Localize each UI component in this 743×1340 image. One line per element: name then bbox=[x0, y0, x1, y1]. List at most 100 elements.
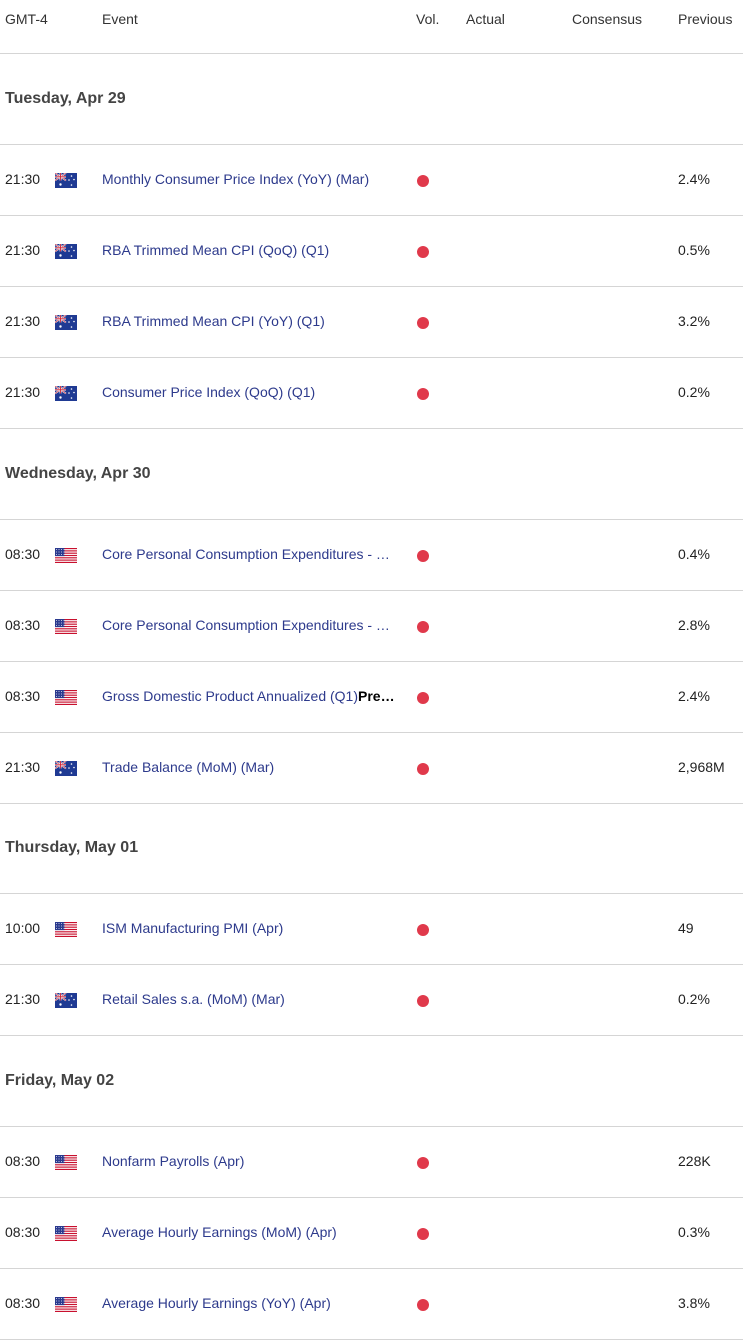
high-volatility-icon bbox=[417, 924, 429, 936]
event-name-text: Core Personal Consumption Expenditures -… bbox=[102, 546, 390, 562]
event-name[interactable]: ISM Manufacturing PMI (Apr) bbox=[102, 920, 416, 936]
high-volatility-icon bbox=[417, 692, 429, 704]
event-name[interactable]: Average Hourly Earnings (MoM) (Apr) bbox=[102, 1224, 416, 1240]
event-name-text: Retail Sales s.a. (MoM) (Mar) bbox=[102, 991, 285, 1007]
previous-value: 49 bbox=[678, 920, 694, 936]
high-volatility-icon bbox=[417, 246, 429, 258]
day-header: Tuesday, Apr 29 bbox=[0, 54, 743, 145]
event-name[interactable]: Trade Balance (MoM) (Mar) bbox=[102, 759, 416, 775]
timezone-header[interactable]: GMT-4 bbox=[5, 11, 48, 27]
event-name-text: Core Personal Consumption Expenditures -… bbox=[102, 617, 390, 633]
event-name[interactable]: RBA Trimmed Mean CPI (QoQ) (Q1) bbox=[102, 242, 416, 258]
previous-value: 2,968M bbox=[678, 759, 725, 775]
previous-value: 0.3% bbox=[678, 1224, 710, 1240]
event-name-text: RBA Trimmed Mean CPI (YoY) (Q1) bbox=[102, 313, 325, 329]
table-header: GMT-4 Event Vol. Actual Consensus Previo… bbox=[0, 0, 743, 54]
event-name-suffix: Pre… bbox=[358, 688, 395, 704]
high-volatility-icon bbox=[417, 1228, 429, 1240]
event-time: 10:00 bbox=[5, 920, 41, 936]
event-name[interactable]: Core Personal Consumption Expenditures -… bbox=[102, 617, 416, 633]
event-name-text: Nonfarm Payrolls (Apr) bbox=[102, 1153, 245, 1169]
event-name-text: Average Hourly Earnings (MoM) (Apr) bbox=[102, 1224, 337, 1240]
event-name[interactable]: Nonfarm Payrolls (Apr) bbox=[102, 1153, 416, 1169]
event-time: 08:30 bbox=[5, 1295, 41, 1311]
high-volatility-icon bbox=[417, 317, 429, 329]
high-volatility-icon bbox=[417, 550, 429, 562]
day-label: Thursday, May 01 bbox=[5, 838, 139, 856]
previous-value: 3.2% bbox=[678, 313, 710, 329]
previous-value: 3.8% bbox=[678, 1295, 710, 1311]
event-row[interactable]: 08:30 Gross Domestic Product Annualized (… bbox=[0, 662, 743, 733]
event-time: 08:30 bbox=[5, 688, 41, 704]
previous-value: 2.4% bbox=[678, 171, 710, 187]
event-row[interactable]: 21:30 RBA Trimmed Mean CPI (QoQ) (Q1) 0.5% bbox=[0, 216, 743, 287]
volatility-column-header: Vol. bbox=[416, 11, 440, 27]
event-name-text: Monthly Consumer Price Index (YoY) (Mar) bbox=[102, 171, 370, 187]
previous-value: 0.2% bbox=[678, 384, 710, 400]
australia-flag-icon bbox=[55, 386, 77, 401]
high-volatility-icon bbox=[417, 1157, 429, 1169]
event-row[interactable]: 21:30 Retail Sales s.a. (MoM) (Mar) 0.2% bbox=[0, 965, 743, 1036]
previous-column-header: Previous bbox=[678, 11, 733, 27]
event-row[interactable]: 08:30 Core Personal Consumption Expenditu… bbox=[0, 591, 743, 662]
event-name-text: Gross Domestic Product Annualized (Q1) bbox=[102, 688, 358, 704]
australia-flag-icon bbox=[55, 761, 77, 776]
us-flag-icon bbox=[55, 922, 77, 937]
event-name-text: RBA Trimmed Mean CPI (QoQ) (Q1) bbox=[102, 242, 330, 258]
event-name-text: Trade Balance (MoM) (Mar) bbox=[102, 759, 275, 775]
high-volatility-icon bbox=[417, 995, 429, 1007]
us-flag-icon bbox=[55, 1226, 77, 1241]
event-row[interactable]: 08:30 Average Hourly Earnings (YoY) (Apr)… bbox=[0, 1269, 743, 1340]
high-volatility-icon bbox=[417, 1299, 429, 1311]
high-volatility-icon bbox=[417, 388, 429, 400]
event-name[interactable]: Consumer Price Index (QoQ) (Q1) bbox=[102, 384, 416, 400]
event-time: 21:30 bbox=[5, 313, 41, 329]
event-time: 21:30 bbox=[5, 171, 41, 187]
event-row[interactable]: 08:30 Average Hourly Earnings (MoM) (Apr)… bbox=[0, 1198, 743, 1269]
event-name[interactable]: Average Hourly Earnings (YoY) (Apr) bbox=[102, 1295, 416, 1311]
event-name[interactable]: Retail Sales s.a. (MoM) (Mar) bbox=[102, 991, 416, 1007]
event-name-text: Average Hourly Earnings (YoY) (Apr) bbox=[102, 1295, 331, 1311]
event-name[interactable]: Core Personal Consumption Expenditures -… bbox=[102, 546, 416, 562]
previous-value: 0.4% bbox=[678, 546, 710, 562]
us-flag-icon bbox=[55, 619, 77, 634]
day-label: Wednesday, Apr 30 bbox=[5, 464, 151, 482]
event-time: 08:30 bbox=[5, 546, 41, 562]
event-time: 08:30 bbox=[5, 1153, 41, 1169]
day-header: Wednesday, Apr 30 bbox=[0, 429, 743, 520]
previous-value: 2.4% bbox=[678, 688, 710, 704]
event-time: 08:30 bbox=[5, 1224, 41, 1240]
high-volatility-icon bbox=[417, 763, 429, 775]
previous-value: 228K bbox=[678, 1153, 711, 1169]
us-flag-icon bbox=[55, 548, 77, 563]
event-row[interactable]: 21:30 RBA Trimmed Mean CPI (YoY) (Q1) 3.2% bbox=[0, 287, 743, 358]
event-name[interactable]: Gross Domestic Product Annualized (Q1)Pr… bbox=[102, 688, 416, 704]
us-flag-icon bbox=[55, 1297, 77, 1312]
australia-flag-icon bbox=[55, 993, 77, 1008]
actual-column-header: Actual bbox=[466, 11, 505, 27]
consensus-column-header: Consensus bbox=[572, 11, 643, 27]
previous-value: 2.8% bbox=[678, 617, 710, 633]
day-label: Tuesday, Apr 29 bbox=[5, 89, 126, 107]
event-time: 08:30 bbox=[5, 617, 41, 633]
previous-value: 0.5% bbox=[678, 242, 710, 258]
event-name[interactable]: Monthly Consumer Price Index (YoY) (Mar) bbox=[102, 171, 416, 187]
event-name-text: ISM Manufacturing PMI (Apr) bbox=[102, 920, 284, 936]
event-name[interactable]: RBA Trimmed Mean CPI (YoY) (Q1) bbox=[102, 313, 416, 329]
event-row[interactable]: 10:00 ISM Manufacturing PMI (Apr) 49 bbox=[0, 894, 743, 965]
event-time: 21:30 bbox=[5, 991, 41, 1007]
event-row[interactable]: 21:30 Trade Balance (MoM) (Mar) 2,968M bbox=[0, 733, 743, 804]
australia-flag-icon bbox=[55, 315, 77, 330]
event-row[interactable]: 21:30 Consumer Price Index (QoQ) (Q1) 0.2% bbox=[0, 358, 743, 429]
event-row[interactable]: 08:30 Core Personal Consumption Expenditu… bbox=[0, 520, 743, 591]
event-row[interactable]: 21:30 Monthly Consumer Price Index (YoY) … bbox=[0, 145, 743, 216]
event-time: 21:30 bbox=[5, 384, 41, 400]
day-header: Friday, May 02 bbox=[0, 1036, 743, 1127]
event-row[interactable]: 08:30 Nonfarm Payrolls (Apr) 228K bbox=[0, 1127, 743, 1198]
australia-flag-icon bbox=[55, 244, 77, 259]
high-volatility-icon bbox=[417, 621, 429, 633]
australia-flag-icon bbox=[55, 173, 77, 188]
previous-value: 0.2% bbox=[678, 991, 710, 1007]
us-flag-icon bbox=[55, 690, 77, 705]
event-time: 21:30 bbox=[5, 759, 41, 775]
